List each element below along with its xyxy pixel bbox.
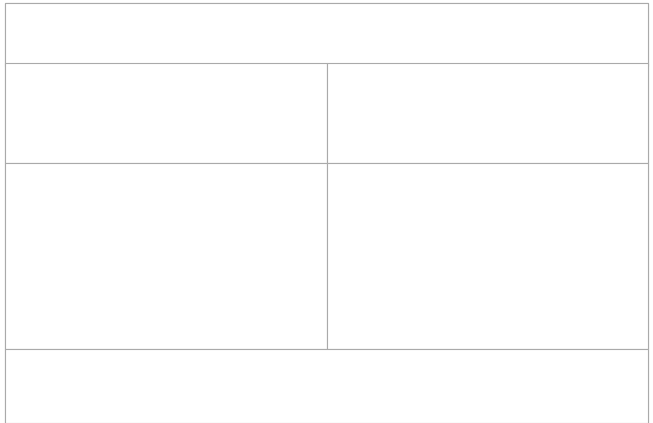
Wedge shape: [33, 249, 104, 306]
Text: 10.9%: 10.9%: [373, 226, 406, 236]
Wedge shape: [361, 201, 431, 256]
Text: 48.4%: 48.4%: [463, 249, 496, 258]
Text: 14.1%: 14.1%: [42, 267, 76, 277]
Wedge shape: [59, 185, 176, 327]
Text: The Fund’s AIV Staff Reports provided tailored,
concrete, and granular advice to: The Fund’s AIV Staff Reports provided ta…: [340, 74, 578, 123]
Wedge shape: [386, 185, 431, 256]
Legend: Agree, Disagree, Neither agree
nor disagree, Not applicable,
do not know: Agree, Disagree, Neither agree nor disag…: [528, 213, 620, 299]
Text: Source: Country authorities survey.: Source: Country authorities survey.: [18, 362, 202, 372]
Wedge shape: [34, 216, 104, 256]
Wedge shape: [46, 185, 104, 256]
Text: 10.9%: 10.9%: [398, 206, 431, 215]
Text: Figure V.12. Surveillance: Figure V.12. Surveillance: [239, 28, 414, 41]
Text: 7.8%: 7.8%: [46, 234, 72, 244]
Wedge shape: [54, 256, 104, 311]
Text: 6.3%: 6.3%: [409, 331, 436, 349]
Wedge shape: [410, 256, 438, 327]
Text: 1.6%: 1.6%: [33, 315, 59, 325]
Text: 23.4%: 23.4%: [373, 276, 406, 286]
Legend: Agree, Disagree, Neither agree
nor disagree, Not applicable,
do not know: Agree, Disagree, Neither agree nor disag…: [202, 213, 293, 299]
Text: ¹ 64 authorities who have been engaged in the Fund’s surveillance during the las: ¹ 64 authorities who have been engaged i…: [18, 392, 558, 414]
Wedge shape: [431, 185, 502, 327]
Text: Since 2018, AML/CFT issues are appropriately
covered in AIV Staff Reports (Q4). : Since 2018, AML/CFT issues are appropria…: [18, 74, 253, 96]
Text: 60.9%: 60.9%: [133, 267, 167, 277]
Text: 15.6%: 15.6%: [65, 208, 99, 218]
Wedge shape: [360, 242, 431, 324]
